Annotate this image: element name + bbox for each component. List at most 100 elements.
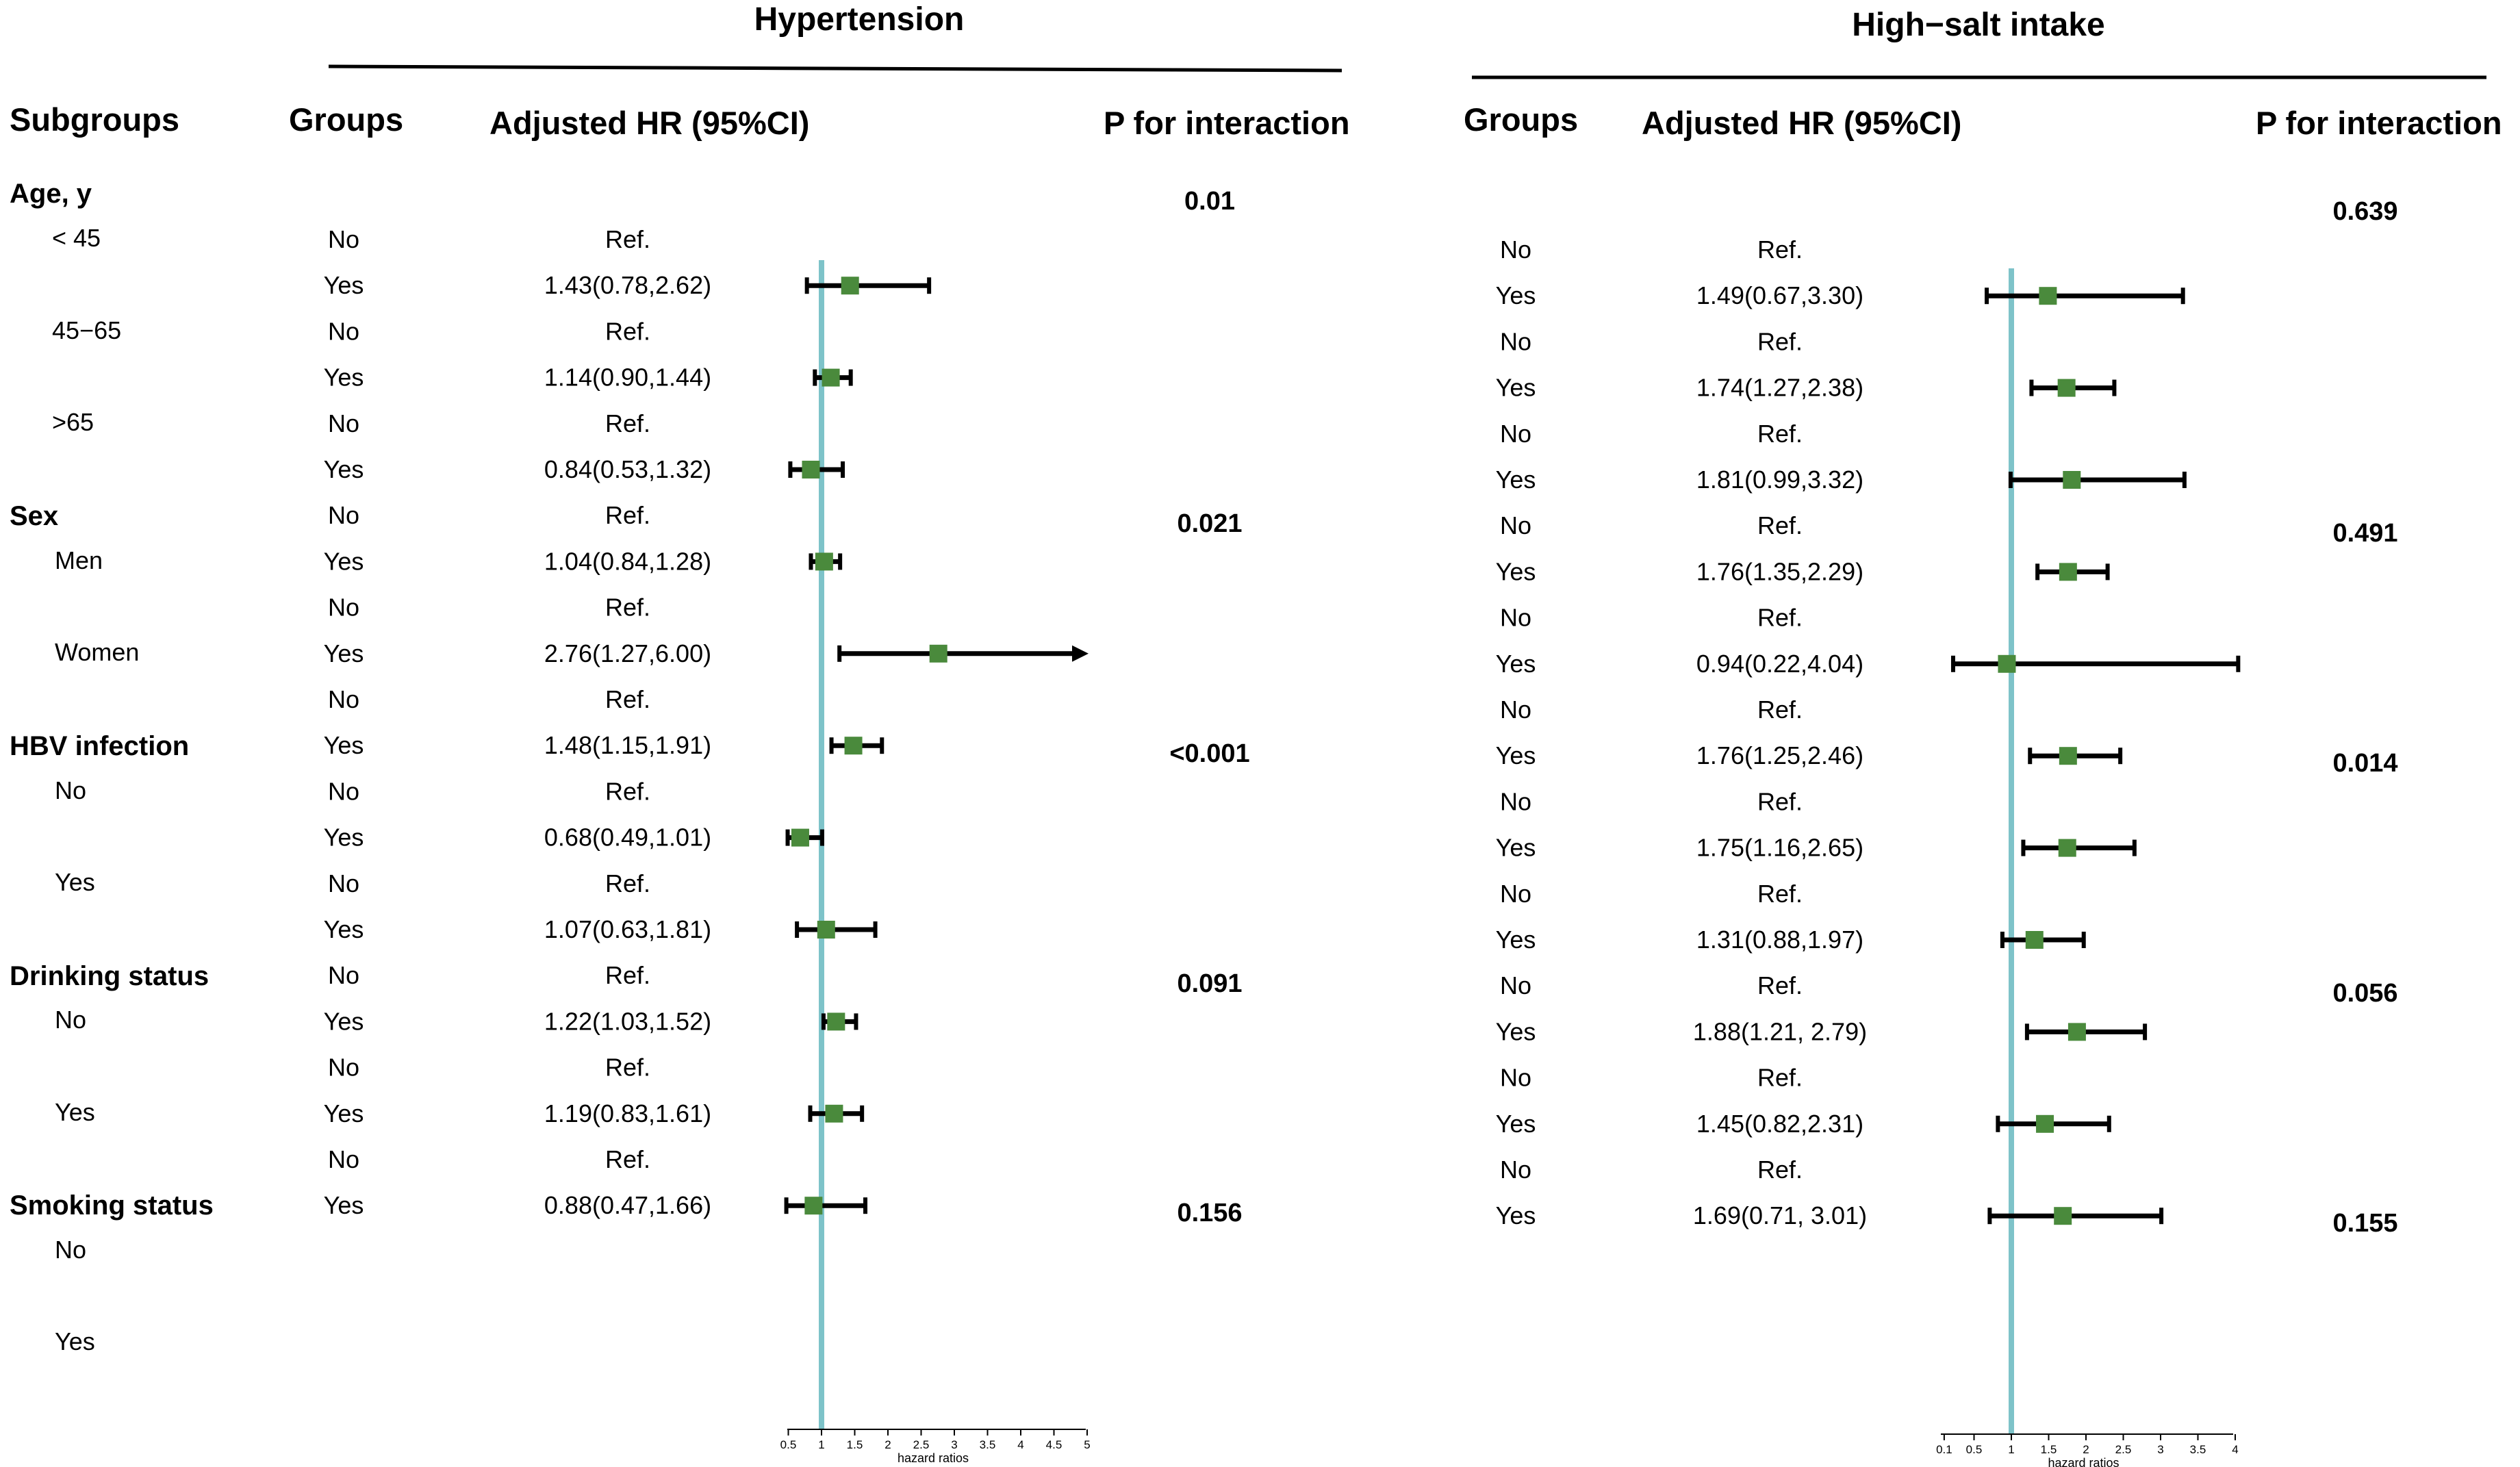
level-age-lt45: < 45 (52, 224, 101, 252)
right-tick-label-6: 2.5 (2115, 1443, 2132, 1456)
right-row-11-group: No (1500, 696, 1531, 724)
right-hr-marker-14 (2058, 839, 2076, 857)
left-row-9-hr-label: Ref. (605, 594, 650, 622)
left-hr-marker-16 (817, 921, 835, 939)
right-p-value-2: 0.491 (2332, 519, 2397, 548)
right-row-18-group: Yes (1496, 1017, 1536, 1045)
title-rule-hypertension (328, 64, 1342, 73)
right-row-5-hr-label: Ref. (1757, 420, 1803, 448)
left-tick-label-7: 3.5 (980, 1438, 996, 1451)
header-p-right: P for interaction (2256, 105, 2502, 141)
right-hr-marker-8 (2059, 563, 2077, 581)
right-row-4-hr-label: 1.74(1.27,2.38) (1696, 374, 1863, 402)
left-row-16-hr-label: 1.07(0.63,1.81) (544, 915, 711, 943)
left-row-5-group: No (328, 409, 359, 437)
subgroup-heading-age: Age, y (10, 179, 92, 209)
left-p-value-1: 0.01 (1184, 187, 1235, 216)
left-row-6-hr-label: 0.84(0.53,1.32) (544, 455, 711, 483)
right-row-7-group: No (1500, 511, 1531, 539)
right-hr-marker-22 (2054, 1207, 2072, 1225)
left-hr-marker-10 (929, 644, 947, 663)
left-hr-marker-18 (827, 1012, 845, 1031)
left-hr-marker-12 (844, 737, 863, 755)
right-row-6-group: Yes (1496, 465, 1536, 494)
level-hbv-no: No (55, 776, 86, 804)
right-tick-label-3: 1 (2008, 1443, 2014, 1456)
level-hbv-yes: Yes (55, 868, 95, 896)
right-row-4-group: Yes (1496, 374, 1536, 402)
left-row-2-hr-label: 1.43(0.78,2.62) (544, 271, 711, 299)
right-hr-marker-20 (2036, 1114, 2054, 1133)
left-row-14-group: Yes (324, 824, 364, 852)
right-row-15-hr-label: Ref. (1757, 880, 1803, 908)
header-hr-left: Adjusted HR (95%CI) (489, 105, 809, 141)
left-row-22-group: Yes (324, 1191, 364, 1219)
header-groups-right: Groups (1464, 101, 1578, 138)
left-row-12-group: Yes (324, 731, 364, 759)
panel-title-hypertension: Hypertension (754, 1, 965, 38)
right-row-2-group: Yes (1496, 281, 1536, 309)
subgroup-heading-sex: Sex (10, 501, 58, 531)
left-row-21-group: No (328, 1145, 359, 1173)
left-hr-marker-14 (791, 828, 809, 847)
header-p-left: P for interaction (1104, 105, 1350, 141)
left-p-value-4: 0.091 (1177, 969, 1242, 998)
right-row-8-hr-label: 1.76(1.35,2.29) (1696, 557, 1863, 585)
left-x-axis-title: hazard ratios (898, 1451, 969, 1465)
right-row-15-group: No (1500, 880, 1531, 908)
left-row-11-hr-label: Ref. (605, 685, 650, 713)
header-subgroups: Subgroups (10, 101, 179, 138)
left-row-1-group: No (328, 225, 359, 253)
left-row-15-group: No (328, 869, 359, 897)
left-tick-label-4: 2 (884, 1438, 891, 1451)
panel-title-high-salt: High−salt intake (1852, 7, 2104, 43)
level-sex-women: Women (55, 638, 139, 666)
right-row-10-hr-label: 0.94(0.22,4.04) (1696, 650, 1863, 678)
right-row-19-hr-label: Ref. (1757, 1064, 1803, 1092)
right-row-10-group: Yes (1496, 650, 1536, 678)
left-hr-marker-22 (804, 1197, 823, 1215)
left-p-value-5: 0.156 (1177, 1199, 1242, 1227)
left-row-18-group: Yes (324, 1007, 364, 1035)
left-row-7-hr-label: Ref. (605, 501, 650, 529)
level-sex-men: Men (55, 546, 103, 574)
right-row-9-hr-label: Ref. (1757, 604, 1803, 632)
right-tick-label-1: 0.1 (1936, 1443, 1952, 1456)
left-ci-arrow-10 (1072, 645, 1089, 662)
left-row-22-hr-label: 0.88(0.47,1.66) (544, 1191, 711, 1219)
left-row-8-hr-label: 1.04(0.84,1.28) (544, 547, 711, 575)
left-row-17-hr-label: Ref. (605, 961, 650, 989)
level-smoking-yes: Yes (55, 1327, 95, 1355)
left-row-5-hr-label: Ref. (605, 409, 650, 437)
right-p-value-1: 0.639 (2332, 197, 2397, 226)
left-hr-marker-8 (815, 552, 833, 571)
right-row-14-hr-label: 1.75(1.16,2.65) (1696, 834, 1863, 862)
left-row-3-hr-label: Ref. (605, 317, 650, 345)
right-row-21-group: No (1500, 1156, 1531, 1184)
right-row-22-hr-label: 1.69(0.71, 3.01) (1693, 1201, 1867, 1229)
right-hr-marker-4 (2057, 379, 2076, 397)
right-row-7-hr-label: Ref. (1757, 511, 1803, 539)
right-hr-marker-2 (2039, 287, 2057, 305)
right-hr-marker-16 (2025, 931, 2044, 949)
left-row-9-group: No (328, 594, 359, 622)
left-row-19-group: No (328, 1054, 359, 1082)
left-row-7-group: No (328, 501, 359, 529)
right-row-12-hr-label: 1.76(1.25,2.46) (1696, 741, 1863, 769)
subgroup-heading-smoking: Smoking status (10, 1190, 214, 1221)
left-row-18-hr-label: 1.22(1.03,1.52) (544, 1007, 711, 1035)
left-hr-marker-6 (802, 461, 820, 479)
left-tick-label-3: 1.5 (847, 1438, 863, 1451)
right-row-3-group: No (1500, 327, 1531, 355)
right-hr-marker-10 (1998, 654, 2016, 673)
left-row-4-hr-label: 1.14(0.90,1.44) (544, 363, 711, 392)
right-row-1-group: No (1500, 235, 1531, 264)
right-row-8-group: Yes (1496, 557, 1536, 585)
left-row-17-group: No (328, 961, 359, 989)
left-row-11-group: No (328, 685, 359, 713)
right-row-19-group: No (1500, 1064, 1531, 1092)
left-row-16-group: Yes (324, 915, 364, 943)
right-row-1-hr-label: Ref. (1757, 235, 1803, 264)
right-p-value-4: 0.056 (2332, 979, 2397, 1008)
right-tick-label-7: 3 (2157, 1443, 2163, 1456)
